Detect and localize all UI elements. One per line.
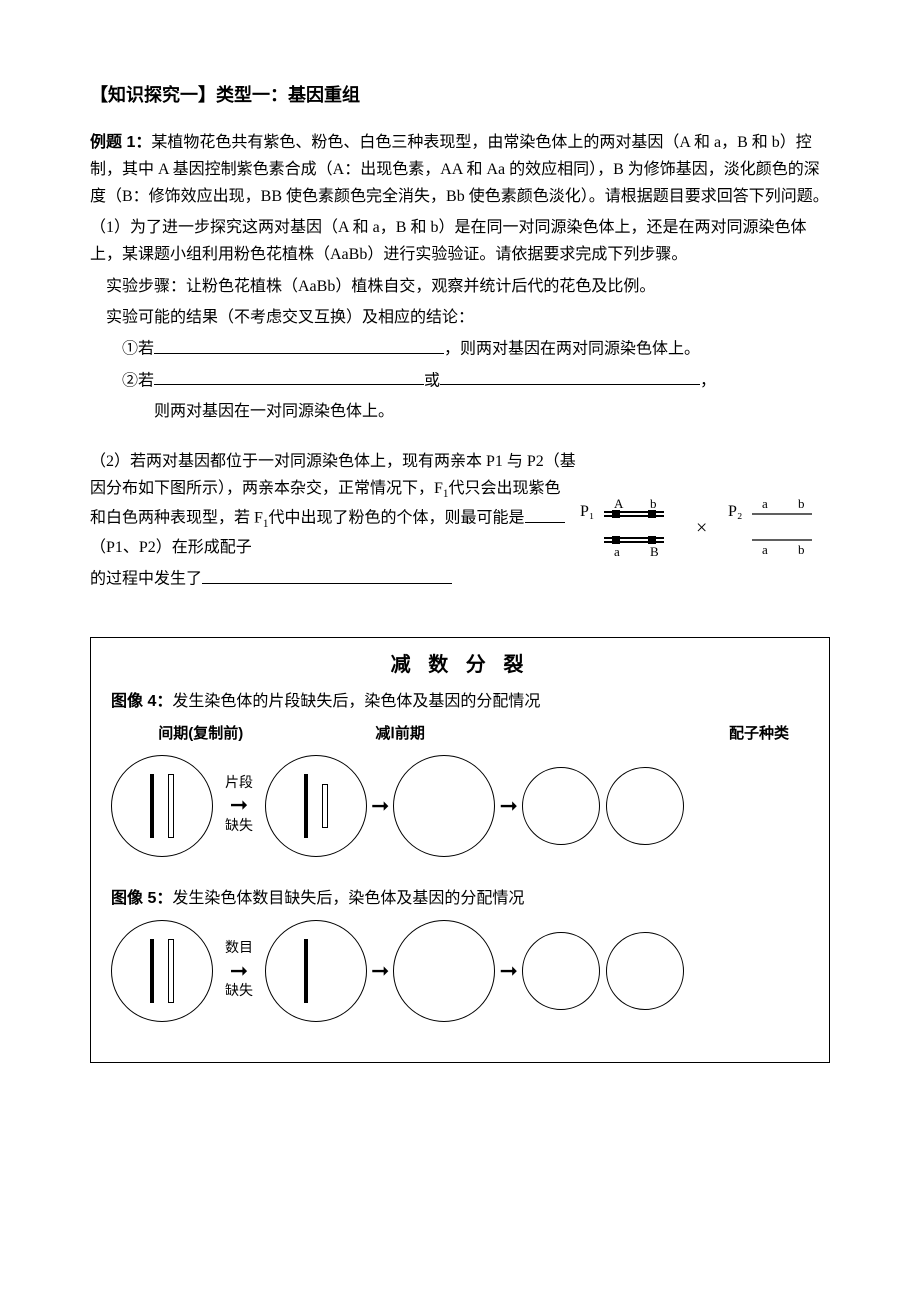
svg-text:a: a bbox=[762, 496, 768, 511]
blank-3 bbox=[525, 504, 565, 523]
q2-part-e: 的过程中发生了 bbox=[90, 571, 202, 588]
header-interphase: 间期(复制前) bbox=[111, 721, 290, 747]
arrow-5-labeled: 数目 ➞ 缺失 bbox=[217, 941, 261, 1001]
intro-text: 某植物花色共有紫色、粉色、白色三种表现型，由常染色体上的两对基因（A 和 a，B… bbox=[90, 134, 829, 205]
arrow-icon: ➞ bbox=[371, 952, 389, 989]
cross-diagram: P₁ A b a B × P₂ a b a b bbox=[576, 494, 836, 573]
svg-text:×: × bbox=[696, 517, 707, 539]
fig5-label: 图像 5： bbox=[111, 890, 172, 907]
blank-4 bbox=[202, 565, 452, 584]
opt1-pre: ①若 bbox=[122, 341, 154, 358]
row-headers: 间期(复制前) 减Ⅰ前期 配子种类 bbox=[111, 721, 809, 747]
q1-option2: ②若 或 ， bbox=[90, 367, 830, 395]
q1-step: 实验步骤：让粉色花植株（AaBb）植株自交，观察并统计后代的花色及比例。 bbox=[90, 273, 830, 300]
arrow-4-labeled: 片段 ➞ 缺失 bbox=[217, 776, 261, 836]
svg-text:P₁: P₁ bbox=[580, 503, 594, 520]
q2-block: P₁ A b a B × P₂ a b a b （2）若两对基因都位于一对同源染… bbox=[90, 448, 830, 597]
arrow-icon: ➞ bbox=[230, 958, 248, 984]
arrow-icon: ➞ bbox=[499, 952, 517, 989]
gamete-5b bbox=[606, 932, 684, 1010]
gamete-pair-5 bbox=[522, 932, 684, 1010]
example-label: 例题 1： bbox=[90, 134, 151, 151]
q1-result: 实验可能的结果（不考虑交叉互换）及相应的结论： bbox=[90, 304, 830, 331]
q1-text: （1）为了进一步探究这两对基因（A 和 a，B 和 b）是在同一对同源染色体上，… bbox=[90, 214, 830, 268]
cell-4-1 bbox=[111, 755, 213, 857]
cell-5-3 bbox=[393, 920, 495, 1022]
header-gametes: 配子种类 bbox=[510, 721, 809, 747]
fig4-diagram: 片段 ➞ 缺失 ➞ ➞ bbox=[111, 755, 809, 857]
fig5-diagram: 数目 ➞ 缺失 ➞ ➞ bbox=[111, 920, 809, 1022]
box-title: 减 数 分 裂 bbox=[111, 648, 809, 682]
svg-text:a: a bbox=[762, 542, 768, 557]
q2-part-d: （P1、P2）在形成配子 bbox=[90, 539, 252, 556]
header-prophase1: 减Ⅰ前期 bbox=[290, 721, 509, 747]
svg-text:B: B bbox=[650, 544, 659, 559]
blank-2b bbox=[440, 367, 700, 386]
blank-1 bbox=[154, 335, 444, 354]
opt2-post: ， bbox=[700, 372, 716, 389]
arrow4-bot: 缺失 bbox=[225, 819, 253, 836]
svg-text:b: b bbox=[798, 542, 805, 557]
arrow-icon: ➞ bbox=[499, 787, 517, 824]
gamete-4a bbox=[522, 767, 600, 845]
example-intro: 例题 1：某植物花色共有紫色、粉色、白色三种表现型，由常染色体上的两对基因（A … bbox=[90, 129, 830, 211]
svg-text:P₂: P₂ bbox=[728, 503, 742, 520]
opt2-pre: ②若 bbox=[122, 372, 154, 389]
opt1-post: ，则两对基因在两对同源染色体上。 bbox=[444, 341, 700, 358]
arrow-icon: ➞ bbox=[230, 792, 248, 818]
cell-4-3 bbox=[393, 755, 495, 857]
section-heading: 【知识探究一】类型一：基因重组 bbox=[90, 80, 830, 111]
arrow4-top: 片段 bbox=[225, 776, 253, 793]
q1-option1: ①若 ，则两对基因在两对同源染色体上。 bbox=[90, 335, 830, 363]
blank-2a bbox=[154, 367, 424, 386]
meiosis-box: 减 数 分 裂 图像 4：发生染色体的片段缺失后，染色体及基因的分配情况 间期(… bbox=[90, 637, 830, 1063]
cell-5-1 bbox=[111, 920, 213, 1022]
svg-text:b: b bbox=[650, 496, 657, 511]
svg-text:a: a bbox=[614, 544, 620, 559]
fig5-caption: 图像 5：发生染色体数目缺失后，染色体及基因的分配情况 bbox=[111, 885, 809, 912]
q2-part-c: 代中出现了粉色的个体，则最可能是 bbox=[269, 510, 525, 527]
arrow-icon: ➞ bbox=[371, 787, 389, 824]
gamete-5a bbox=[522, 932, 600, 1010]
fig5-text: 发生染色体数目缺失后，染色体及基因的分配情况 bbox=[172, 890, 524, 907]
fig4-caption: 图像 4：发生染色体的片段缺失后，染色体及基因的分配情况 bbox=[111, 688, 809, 715]
svg-text:A: A bbox=[614, 496, 624, 511]
q1-opt2-conclusion: 则两对基因在一对同源染色体上。 bbox=[90, 398, 830, 425]
arrow5-bot: 缺失 bbox=[225, 984, 253, 1001]
fig4-label: 图像 4： bbox=[111, 693, 172, 710]
cell-5-2 bbox=[265, 920, 367, 1022]
opt2-mid: 或 bbox=[424, 372, 440, 389]
fig4-text: 发生染色体的片段缺失后，染色体及基因的分配情况 bbox=[172, 693, 540, 710]
gamete-4b bbox=[606, 767, 684, 845]
gamete-pair-4 bbox=[522, 767, 684, 845]
arrow5-top: 数目 bbox=[225, 941, 253, 958]
svg-text:b: b bbox=[798, 496, 805, 511]
cell-4-2 bbox=[265, 755, 367, 857]
